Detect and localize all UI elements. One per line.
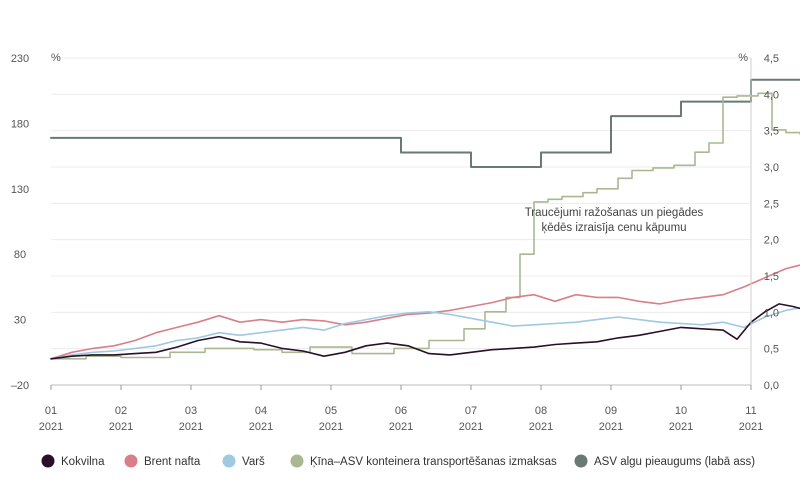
x-axis-year-label: 2021 bbox=[739, 421, 763, 433]
series-lines bbox=[50, 78, 800, 360]
x-axis-year-label: 2021 bbox=[389, 421, 413, 433]
x-axis-year-label: 2021 bbox=[599, 421, 623, 433]
legend-swatch bbox=[222, 454, 236, 468]
x-axis-month-label: 03 bbox=[185, 405, 197, 417]
legend-swatch bbox=[290, 454, 304, 468]
annotation: Traucējumi ražošanas un piegādes ķēdēs i… bbox=[525, 207, 704, 234]
right-axis-tick-label: 3,5 bbox=[764, 126, 779, 138]
left-axis-tick-label: 30 bbox=[14, 315, 26, 327]
legend-label: Kokvilna bbox=[61, 456, 105, 468]
left-axis-tick-label: –20 bbox=[11, 380, 29, 392]
x-axis-month-label: 02 bbox=[115, 405, 127, 417]
x-axis-year-label: 2021 bbox=[109, 421, 133, 433]
series-line-2 bbox=[50, 306, 800, 360]
right-axis-tick-label: 0,0 bbox=[764, 380, 779, 392]
right-axis-tick-label: 4,0 bbox=[764, 89, 779, 101]
x-axis-month-label: 08 bbox=[535, 405, 547, 417]
x-axis-month-label: 06 bbox=[395, 405, 407, 417]
axes: % % 230 180 130 80 30 –20 4,5 4,0 3,5 3,0 2,5 2,0 1,… bbox=[11, 52, 779, 433]
annotation-line-1: Traucējumi ražošanas un piegādes bbox=[525, 207, 704, 219]
series-line-0 bbox=[50, 303, 800, 360]
grid bbox=[51, 57, 751, 350]
x-axis-month-label: 01 bbox=[45, 405, 57, 417]
x-axis-year-label: 2021 bbox=[249, 421, 273, 433]
right-axis-tick-label: 2,5 bbox=[764, 198, 779, 210]
legend-swatch bbox=[574, 454, 588, 468]
right-axis-tick-label: 2,0 bbox=[764, 235, 779, 247]
legend-label: Brent nafta bbox=[144, 456, 201, 468]
right-axis-tick-label: 0,5 bbox=[764, 344, 779, 356]
series-line-1 bbox=[50, 264, 800, 360]
right-axis-tick-label: 1,0 bbox=[764, 307, 779, 319]
legend-label: Varš bbox=[242, 456, 265, 468]
legend-swatch bbox=[41, 454, 55, 468]
x-axis-year-label: 2021 bbox=[669, 421, 693, 433]
x-axis-month-label: 05 bbox=[325, 405, 337, 417]
legend-swatch bbox=[124, 454, 138, 468]
x-axis-year-label: 2021 bbox=[179, 421, 203, 433]
series-line-4 bbox=[50, 78, 800, 168]
x-axis-month-label: 04 bbox=[255, 405, 267, 417]
left-axis-tick-label: 180 bbox=[11, 118, 29, 130]
series-line-3 bbox=[50, 92, 800, 360]
right-axis-tick-label: 4,5 bbox=[764, 53, 779, 65]
legend-label: Ķīna–ASV konteinera transportēšanas izma… bbox=[310, 456, 557, 468]
x-axis-year-label: 2021 bbox=[459, 421, 483, 433]
x-axis-year-label: 2021 bbox=[319, 421, 343, 433]
left-axis-tick-label: 80 bbox=[14, 249, 26, 261]
legend: Kokvilna Brent nafta Varš Ķīna–ASV konteine… bbox=[41, 454, 755, 468]
right-axis-tick-label: 3,0 bbox=[764, 162, 779, 174]
legend-label: ASV algu pieaugums (labā ass) bbox=[594, 456, 755, 468]
x-axis-month-label: 07 bbox=[465, 405, 477, 417]
x-axis-year-label: 2021 bbox=[39, 421, 63, 433]
x-axis-month-label: 11 bbox=[745, 405, 756, 417]
x-axis-month-label: 09 bbox=[605, 405, 617, 417]
annotation-line-2: ķēdēs izraisīja cenu kāpumu bbox=[541, 222, 686, 234]
left-axis-tick-label: 130 bbox=[11, 184, 29, 196]
x-axis-year-label: 2021 bbox=[529, 421, 553, 433]
right-axis-unit: % bbox=[738, 52, 748, 64]
right-axis-tick-label: 1,5 bbox=[764, 271, 779, 283]
x-axis-month-label: 10 bbox=[675, 405, 687, 417]
left-axis-tick-label: 230 bbox=[11, 53, 29, 65]
left-axis-unit: % bbox=[51, 52, 61, 64]
